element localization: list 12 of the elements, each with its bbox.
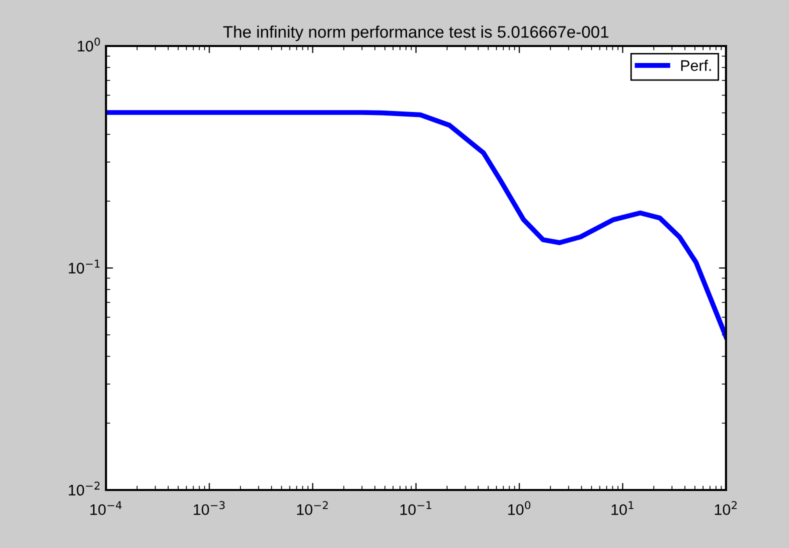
- x-tick-label: 10$^{−1}$: [400, 501, 432, 516]
- x-tick-label: 10$^{−3}$: [194, 501, 225, 516]
- x-tick-label: 10$^{2}$: [714, 501, 737, 516]
- y-tick-label: 10$^{−1}$: [68, 260, 100, 274]
- y-tick-label: 10$^{−2}$: [68, 482, 100, 496]
- chart-title: The infinity norm performance test is 5.016667e-001: [223, 26, 608, 42]
- x-tick-label: 10$^{1}$: [612, 501, 634, 516]
- x-tick-label: 10$^{0}$: [508, 501, 530, 516]
- x-tick-label: 10$^{−2}$: [297, 501, 328, 516]
- legend-label: Perf.: [681, 60, 711, 71]
- x-tick-label: 10$^{−4}$: [90, 501, 122, 516]
- y-tick-label: 10$^{0}$: [78, 38, 100, 52]
